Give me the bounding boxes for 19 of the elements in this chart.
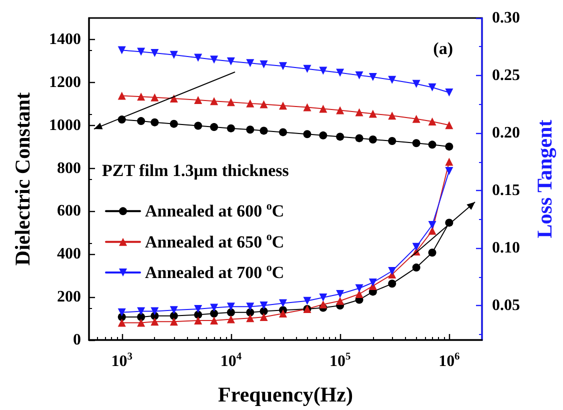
legend-title: PZT film 1.3μm thickness — [102, 161, 290, 180]
y-tick-label: 1200 — [49, 74, 81, 91]
y-tick-label: 200 — [57, 288, 81, 306]
y2-tick-label: 0.10 — [492, 240, 520, 256]
y2-axis-title: Loss Tangent — [532, 120, 556, 238]
y-tick-label: 0 — [73, 332, 81, 348]
y-tick-label: 1000 — [49, 116, 81, 134]
y-tick-label: 600 — [57, 202, 81, 220]
y-tick-label: 800 — [57, 160, 81, 177]
annotation: (a) — [433, 39, 454, 58]
y-tick-label: 400 — [57, 246, 81, 263]
y2-tick-label: 0.05 — [492, 297, 520, 314]
y-axis-title: Dielectric Constant — [10, 92, 34, 266]
y-tick-label: 1400 — [49, 30, 81, 48]
y2-tick-label: 0.30 — [492, 10, 520, 26]
y2-tick-label: 0.15 — [492, 182, 520, 199]
y2-tick-label: 0.25 — [492, 67, 520, 84]
y2-tick-label: 0.20 — [492, 124, 520, 142]
x-axis-title: Frequency(Hz) — [218, 382, 353, 406]
